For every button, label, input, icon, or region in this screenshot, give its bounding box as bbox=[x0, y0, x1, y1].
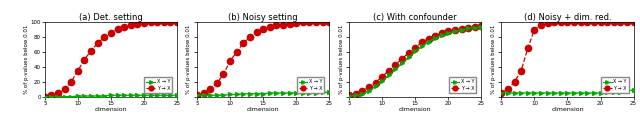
X-axis label: dimension: dimension bbox=[95, 107, 127, 112]
Y-axis label: % of p-values below 0.01: % of p-values below 0.01 bbox=[186, 25, 191, 94]
X-axis label: dimension: dimension bbox=[247, 107, 280, 112]
X-axis label: dimension: dimension bbox=[399, 107, 431, 112]
Legend: X → Y, Y → X: X → Y, Y → X bbox=[296, 78, 324, 93]
Y-axis label: % of p-values below 0.01: % of p-values below 0.01 bbox=[339, 25, 344, 94]
X-axis label: dimension: dimension bbox=[551, 107, 584, 112]
Legend: X → Y, Y → X: X → Y, Y → X bbox=[145, 78, 172, 93]
Y-axis label: % of p-values below 0.01: % of p-values below 0.01 bbox=[24, 25, 29, 94]
Legend: X → Y, Y → X: X → Y, Y → X bbox=[601, 78, 628, 93]
Title: (d) Noisy + dim. red.: (d) Noisy + dim. red. bbox=[524, 13, 611, 22]
Y-axis label: % of p-values below 0.01: % of p-values below 0.01 bbox=[491, 25, 496, 94]
Legend: X → Y, Y → X: X → Y, Y → X bbox=[449, 78, 476, 93]
Title: (a) Det. setting: (a) Det. setting bbox=[79, 13, 143, 22]
Title: (c) With confounder: (c) With confounder bbox=[374, 13, 457, 22]
Title: (b) Noisy setting: (b) Noisy setting bbox=[228, 13, 298, 22]
